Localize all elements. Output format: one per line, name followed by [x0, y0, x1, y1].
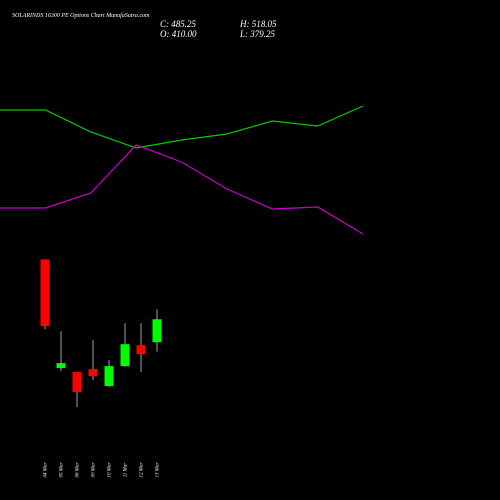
x-tick-label: 13 Mar: [156, 463, 161, 478]
candle-body: [104, 366, 114, 387]
line-series: [0, 105, 364, 149]
ohlc-close: C: 485.25: [160, 19, 197, 29]
candle-body: [136, 345, 146, 355]
x-tick-label: 10 Mar: [108, 463, 113, 478]
x-tick-label: 06 Mar: [76, 463, 81, 478]
x-tick-label: 05 Mar: [60, 463, 65, 478]
candle-body: [88, 369, 98, 377]
ohlc-high: H: 518.05: [239, 19, 277, 29]
x-tick-label: 12 Mar: [140, 463, 145, 478]
x-tick-label: 04 Mar: [44, 463, 49, 478]
ohlc-open: O: 410.00: [160, 29, 197, 39]
ohlc-low: L: 379.25: [239, 29, 276, 39]
candle-body: [40, 259, 50, 327]
x-tick-label: 11 Mar: [124, 463, 129, 478]
candle-body: [56, 363, 66, 369]
x-tick-label: 09 Mar: [92, 463, 97, 478]
candle-body: [152, 319, 162, 343]
line-series: [0, 144, 364, 235]
candle-body: [72, 372, 82, 393]
candle-body: [120, 344, 130, 367]
chart-title: SOLARINDS 16300 PE Options Chart MunafaS…: [12, 12, 150, 19]
